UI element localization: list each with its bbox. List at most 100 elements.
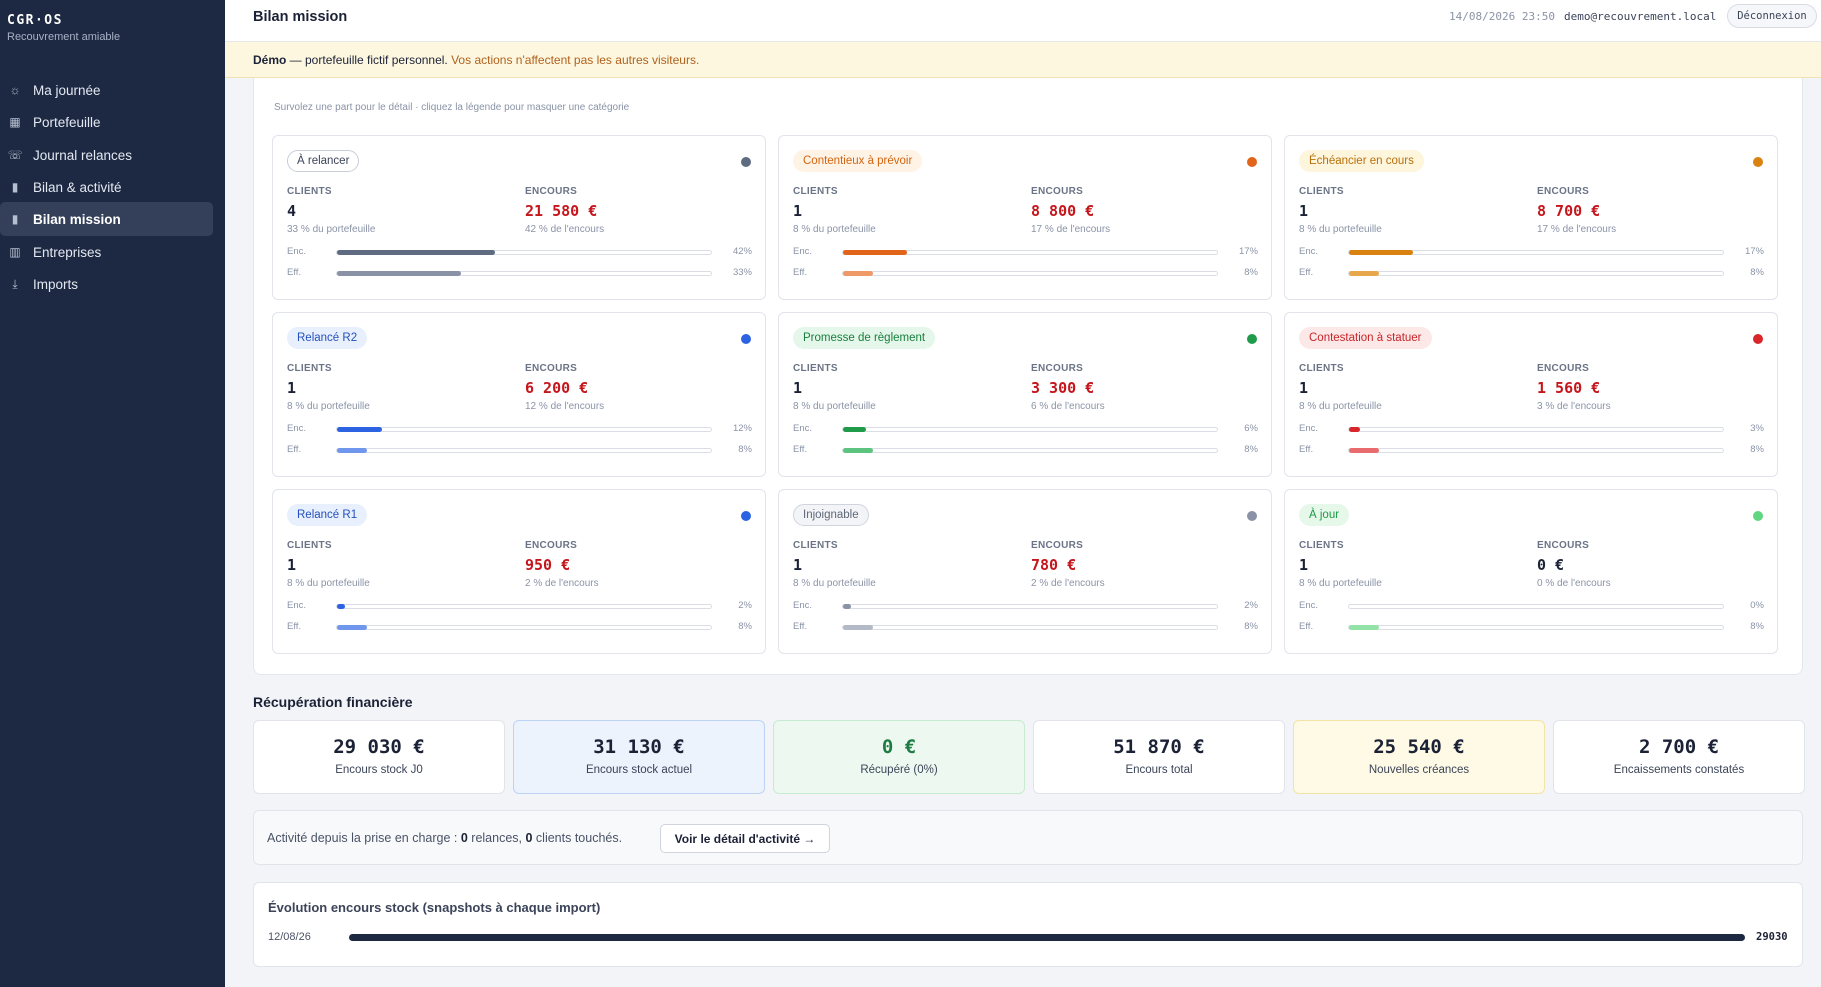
eff-bar-fill [337, 271, 462, 276]
enc-bar-fill [843, 250, 907, 255]
sidebar-item-bilan-mission[interactable]: ▮ Bilan mission [0, 202, 213, 236]
clients-label: CLIENTS [287, 186, 332, 197]
category-badge: À relancer [287, 150, 360, 172]
legend-dot[interactable] [1247, 334, 1257, 344]
enc-bar-label: Enc. [793, 423, 813, 434]
eff-bar-fill [337, 448, 368, 453]
enc-bar-fill [1349, 427, 1361, 432]
evolution-bar [349, 934, 1745, 941]
clients-share: 8 % du portefeuille [287, 401, 370, 412]
enc-bar-label: Enc. [1299, 423, 1319, 434]
sidebar-item-portefeuille[interactable]: ▦ Portefeuille [0, 105, 213, 139]
kpi-label: Encours total [1125, 764, 1193, 776]
encours-label: ENCOURS [1537, 540, 1590, 551]
sidebar-item-label: Journal relances [33, 147, 133, 163]
sidebar-item-entreprises[interactable]: ▥ Entreprises [0, 235, 213, 269]
legend-dot[interactable] [1247, 157, 1257, 167]
kpi-label: Nouvelles créances [1368, 764, 1470, 776]
top-header: Bilan mission 14/08/2026 23:50 demo@reco… [225, 0, 1821, 42]
activity-mid: relances, [467, 831, 526, 845]
eff-bar-label: Eff. [793, 267, 808, 278]
legend-dot[interactable] [1753, 511, 1763, 521]
category-card[interactable]: À jour CLIENTS ENCOURS 1 0 € 8 % du portefeui… [1284, 489, 1778, 654]
category-card[interactable]: Contentieux à prévoir CLIENTS ENCOURS 1 8 80… [778, 135, 1272, 300]
category-badge: Échéancier en cours [1299, 150, 1424, 172]
clients-label: CLIENTS [1299, 540, 1344, 551]
encours-label: ENCOURS [1537, 363, 1590, 374]
category-card[interactable]: Promesse de règlement CLIENTS ENCOURS 1 3 30… [778, 312, 1272, 477]
enc-bar-percent: 42% [732, 246, 752, 257]
sidebar-item-journal-relances[interactable]: ☏ Journal relances [0, 138, 213, 172]
eff-bar-percent: 33% [732, 267, 752, 278]
encours-label: ENCOURS [525, 363, 578, 374]
encours-share: 6 % de l'encours [1031, 401, 1105, 412]
kpi-card: 29 030 € Encours stock J0 [253, 720, 505, 794]
encours-label: ENCOURS [1031, 186, 1084, 197]
activity-detail-button[interactable]: Voir le détail d'activité → [660, 824, 830, 853]
legend-dot[interactable] [741, 511, 751, 521]
clients-label: CLIENTS [1299, 363, 1344, 374]
sidebar-item-ma-journee[interactable]: ☼ Ma journée [0, 73, 213, 107]
eff-bar-label: Eff. [793, 444, 808, 455]
enc-bar-percent: 17% [1744, 246, 1764, 257]
category-badge: Promesse de règlement [793, 327, 936, 349]
activity-summary: Activité depuis la prise en charge : 0 r… [253, 810, 1803, 865]
category-card[interactable]: Relancé R2 CLIENTS ENCOURS 1 6 200 € 8 % du p… [272, 312, 766, 477]
eff-bar-label: Eff. [1299, 621, 1314, 632]
eff-bar-track [842, 271, 1218, 276]
category-card[interactable]: Échéancier en cours CLIENTS ENCOURS 1 8 700 … [1284, 135, 1778, 300]
legend-dot[interactable] [1753, 334, 1763, 344]
clients-value: 1 [793, 379, 803, 397]
clients-value: 1 [1299, 556, 1309, 574]
header-user-email: demo@recouvrement.local [1564, 10, 1717, 23]
clients-value: 1 [793, 556, 803, 574]
encours-value: 780 € [1031, 556, 1077, 574]
clients-value: 1 [287, 379, 297, 397]
eff-bar-percent: 8% [738, 444, 752, 455]
legend-dot[interactable] [1753, 157, 1763, 167]
kpi-value: 29 030 € [333, 736, 425, 758]
eff-bar-percent: 8% [1244, 267, 1258, 278]
demo-banner: Démo — portefeuille fictif personnel. Vo… [225, 42, 1821, 78]
kpi-value: 2 700 € [1638, 736, 1720, 758]
activity-relances-count: 0 [460, 831, 468, 845]
eff-bar-label: Eff. [287, 267, 302, 278]
evolution-bar-track [349, 934, 1745, 941]
eff-bar-track [842, 448, 1218, 453]
evolution-panel: Évolution encours stock (snapshots à cha… [253, 882, 1803, 967]
kpi-value: 31 130 € [593, 736, 685, 758]
category-card[interactable]: Contestation à statuer CLIENTS ENCOURS 1 1 5… [1284, 312, 1778, 477]
legend-dot[interactable] [1247, 511, 1257, 521]
clients-share: 8 % du portefeuille [793, 224, 876, 235]
enc-bar-track [336, 250, 712, 255]
enc-bar-track [336, 427, 712, 432]
eff-bar-track [1348, 448, 1724, 453]
legend-dot[interactable] [741, 334, 751, 344]
clients-share: 33 % du portefeuille [287, 224, 376, 235]
sidebar-item-bilan-activite[interactable]: ▮ Bilan & activité [0, 170, 213, 204]
sidebar-item-imports[interactable]: ⤓ Imports [0, 267, 213, 301]
logout-button[interactable]: Déconnexion [1727, 4, 1817, 28]
legend-dot[interactable] [741, 157, 751, 167]
banner-warning: Vos actions n'affectent pas les autres v… [451, 53, 700, 67]
kpi-card: 0 € Récupéré (0%) [773, 720, 1025, 794]
eff-bar-fill [337, 625, 368, 630]
category-card[interactable]: À relancer CLIENTS ENCOURS 4 21 580 € 33 % du… [272, 135, 766, 300]
enc-bar-fill [337, 427, 383, 432]
eff-bar-fill [1349, 271, 1380, 276]
clients-value: 1 [1299, 379, 1309, 397]
sidebar-item-label: Entreprises [33, 244, 102, 260]
encours-value: 8 800 € [1031, 202, 1095, 220]
eff-bar-percent: 8% [1750, 621, 1764, 632]
category-badge: À jour [1299, 504, 1350, 526]
encours-share: 17 % de l'encours [1031, 224, 1111, 235]
enc-bar-label: Enc. [1299, 600, 1319, 611]
category-card[interactable]: Injoignable CLIENTS ENCOURS 1 780 € 8 % du po… [778, 489, 1272, 654]
enc-bar-fill [843, 427, 866, 432]
evolution-date: 12/08/26 [268, 931, 311, 943]
category-card[interactable]: Relancé R1 CLIENTS ENCOURS 1 950 € 8 % du por… [272, 489, 766, 654]
clients-label: CLIENTS [287, 363, 332, 374]
clients-label: CLIENTS [793, 186, 838, 197]
enc-bar-label: Enc. [287, 600, 307, 611]
phone-icon: ☏ [7, 148, 23, 162]
